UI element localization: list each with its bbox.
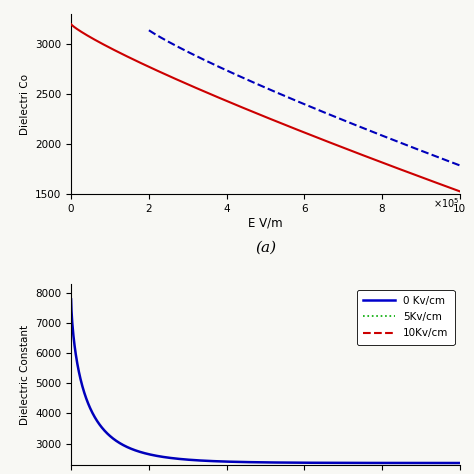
Y-axis label: Dielectri Co: Dielectri Co bbox=[19, 74, 29, 135]
Legend: 0 Kv/cm, 5Kv/cm, 10Kv/cm: 0 Kv/cm, 5Kv/cm, 10Kv/cm bbox=[357, 290, 455, 345]
X-axis label: E V/m: E V/m bbox=[248, 217, 283, 230]
Text: $\times10^5$: $\times10^5$ bbox=[433, 196, 460, 210]
Text: (a): (a) bbox=[255, 241, 276, 255]
Y-axis label: Dielectric Constant: Dielectric Constant bbox=[20, 324, 30, 425]
